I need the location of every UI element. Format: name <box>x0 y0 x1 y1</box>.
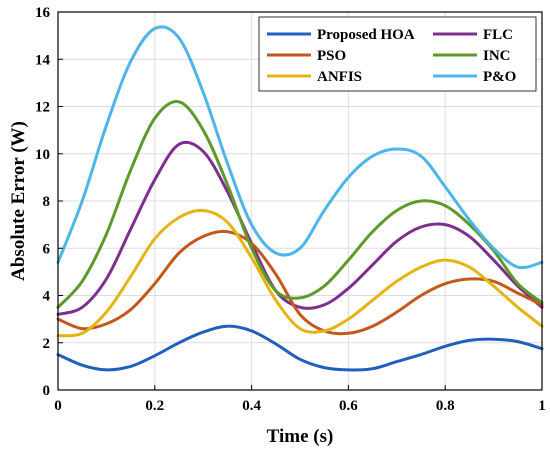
y-axis-label: Absolute Error (W) <box>8 121 29 281</box>
x-tick-label: 0.8 <box>436 398 455 414</box>
legend: Proposed HOA FLC PSO INC ANFIS P&O <box>258 16 537 92</box>
legend-label-pso: PSO <box>317 48 346 64</box>
y-tick-label: 6 <box>43 241 51 257</box>
y-tick-label: 14 <box>35 52 51 68</box>
y-tick-label: 8 <box>43 194 51 210</box>
x-tick-label: 1 <box>538 398 546 414</box>
y-tick-label: 16 <box>35 5 51 21</box>
legend-label-anfis: ANFIS <box>317 69 362 85</box>
series-line-pso <box>56 229 544 336</box>
y-tick-label: 12 <box>35 100 50 116</box>
x-tick-label: 0.6 <box>339 398 358 414</box>
y-tick-label: 4 <box>43 289 51 305</box>
x-tick-label: 0 <box>54 398 62 414</box>
legend-label-flc: FLC <box>483 27 513 43</box>
series-line-inc <box>56 99 544 309</box>
series-line-pando <box>56 25 544 270</box>
series-line-flc <box>56 140 544 316</box>
y-tick-label: 10 <box>35 147 50 163</box>
y-tick-label: 0 <box>43 383 51 399</box>
legend-label-inc: INC <box>483 48 511 64</box>
legend-label-pando: P&O <box>483 69 516 85</box>
x-tick-label: 0.4 <box>242 398 261 414</box>
series-line-anfis <box>56 208 544 338</box>
y-tick-label: 2 <box>43 336 51 352</box>
x-tick-label: 0.2 <box>145 398 164 414</box>
series-lines <box>56 25 544 372</box>
series-line-proposed-hoa <box>56 324 544 372</box>
x-axis-label: Time (s) <box>267 426 334 447</box>
legend-label-proposed-hoa: Proposed HOA <box>317 27 415 43</box>
